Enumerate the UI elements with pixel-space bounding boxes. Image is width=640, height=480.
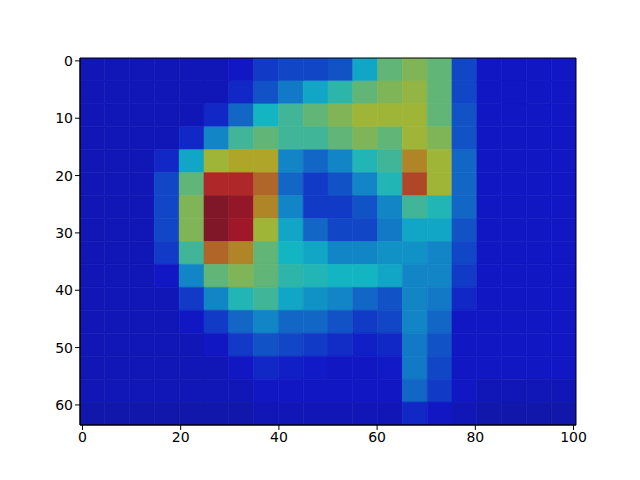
svg-text:60: 60: [368, 429, 386, 445]
svg-text:20: 20: [55, 168, 73, 184]
svg-text:50: 50: [55, 340, 73, 356]
svg-text:20: 20: [172, 429, 190, 445]
svg-text:10: 10: [55, 110, 73, 126]
svg-text:60: 60: [55, 397, 73, 413]
svg-text:80: 80: [466, 429, 484, 445]
svg-text:30: 30: [55, 225, 73, 241]
svg-text:100: 100: [560, 429, 587, 445]
svg-text:40: 40: [270, 429, 288, 445]
svg-text:0: 0: [78, 429, 87, 445]
svg-text:40: 40: [55, 282, 73, 298]
svg-text:0: 0: [64, 53, 73, 69]
